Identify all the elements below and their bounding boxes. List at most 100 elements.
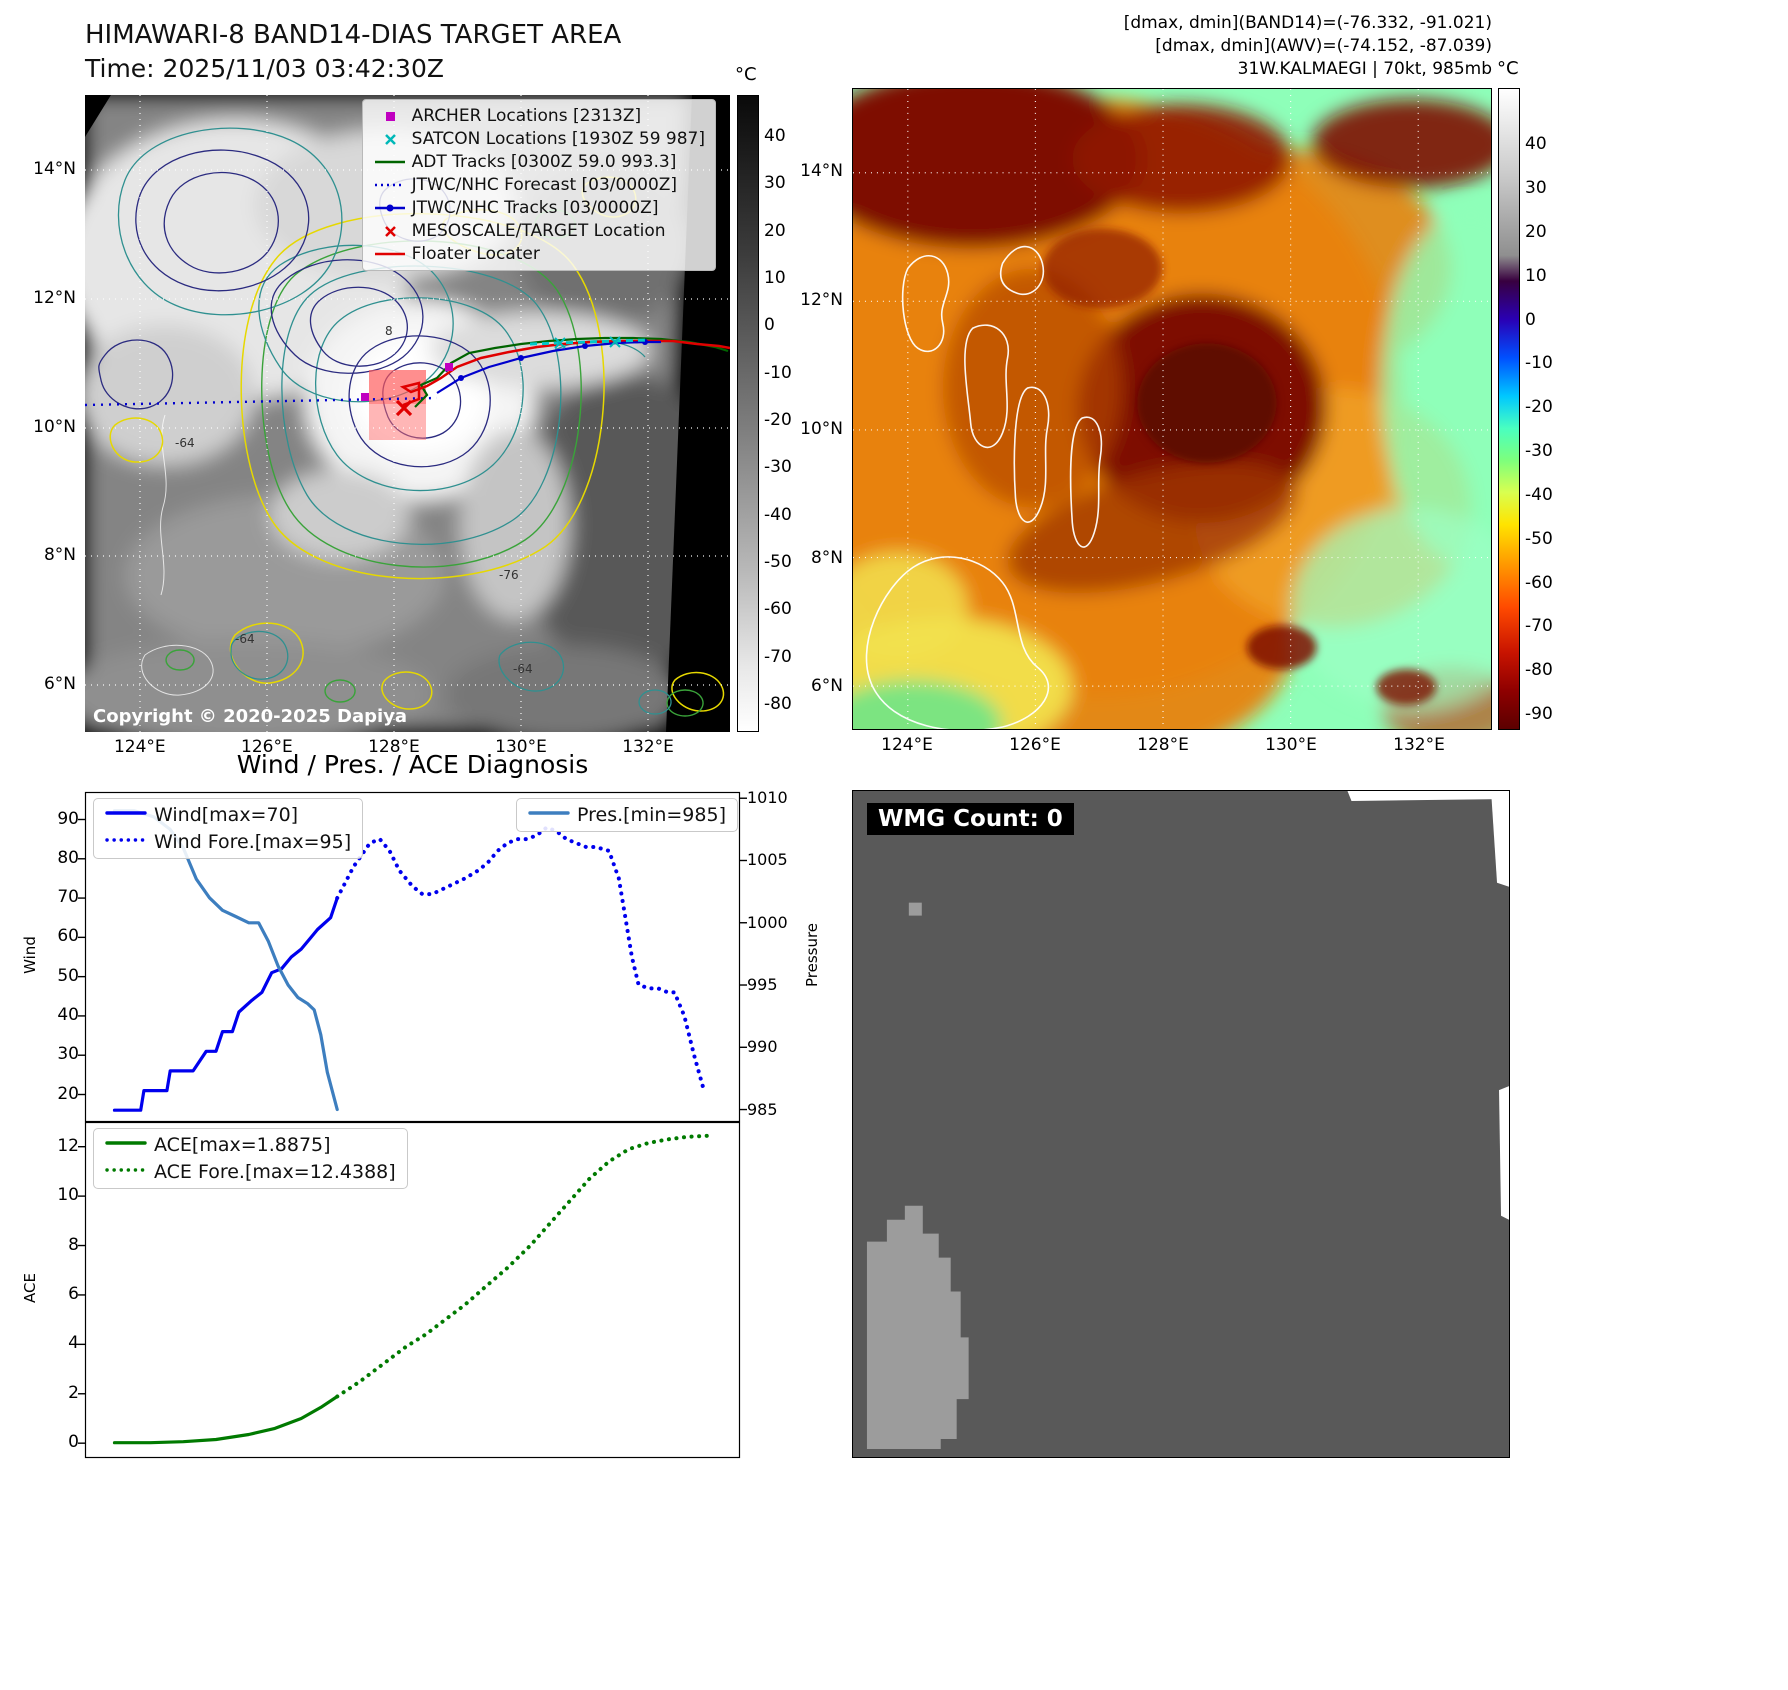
line-icon: [528, 805, 570, 825]
y-tick-label: 1000: [747, 912, 788, 932]
wmg-image: [853, 791, 1509, 1457]
lon-tick-label: 130°E: [495, 737, 547, 757]
legend-label: ACE[max=1.8875]: [154, 1134, 331, 1156]
y-tick-label: 60: [57, 926, 79, 947]
lon-tick-label: 130°E: [1265, 735, 1317, 755]
colorbar-tick-label: -50: [1525, 528, 1553, 549]
archer-marker: [361, 393, 369, 401]
band14-lon-axis: 124°E 126°E 128°E 130°E 132°E: [85, 737, 730, 761]
y-tick-label: 40: [57, 1004, 79, 1025]
chart-ace: [78, 1121, 741, 1459]
contour-label: -76: [499, 568, 519, 582]
dotted-line-icon: [105, 832, 147, 852]
awv-colorbar-unit: °C: [1497, 58, 1519, 79]
y-tick-label: 12: [57, 1135, 79, 1156]
map-legend-label: JTWC/NHC Forecast [03/0000Z]: [411, 175, 678, 195]
y-tick-label: 4: [68, 1333, 79, 1354]
y-tick-label: 90: [57, 808, 79, 829]
colorbar-tick-label: -60: [1525, 572, 1553, 593]
lon-tick-label: 132°E: [622, 737, 674, 757]
map-legend-label: MESOSCALE/TARGET Location: [411, 221, 666, 241]
legend-item: Wind Fore.[max=95]: [105, 831, 351, 853]
legend-item: ACE Fore.[max=12.4388]: [105, 1161, 396, 1183]
chart-legend: Wind[max=70] Wind Fore.[max=95]: [93, 798, 364, 859]
contour-label: -64: [175, 436, 195, 450]
wind-axis-label: Wind: [21, 936, 39, 974]
colorbar-tick-label: -30: [1525, 441, 1553, 462]
y-tick-label: 70: [57, 887, 79, 908]
archer-marker: [445, 363, 453, 371]
jtwc-track-line: [436, 339, 661, 394]
colorbar-tick-label: -10: [764, 362, 792, 383]
map-legend-label: ADT Tracks [0300Z 59.0 993.3]: [411, 152, 677, 172]
lat-tick-label: 10°N: [33, 416, 76, 437]
colorbar-tick-label: 0: [764, 315, 775, 336]
target-area-rectangle: [369, 370, 426, 440]
colorbar-tick-label: -20: [764, 410, 792, 431]
legend-item: Wind[max=70]: [105, 804, 351, 826]
legend-label: Pres.[min=985]: [577, 804, 726, 826]
colorbar-tick-label: 20: [1525, 221, 1547, 242]
awv-colorbar-ticks: 40 30 20 10 0 -10 -20 -30 -40 -50 -60 -70 -80 -90: [1525, 88, 1575, 730]
plot-border: [84, 1121, 741, 1459]
band14-satellite-map: -64 -64 -76 -64 8 ARCHER Locations [2313Z] SA…: [85, 95, 730, 732]
colorbar-tick-label: 30: [1525, 177, 1547, 198]
legend-item: ACE[max=1.8875]: [105, 1134, 396, 1156]
colorbar-tick-label: -40: [1525, 484, 1553, 505]
y-tick-label: 8: [68, 1234, 79, 1255]
colorbar-tick-label: -40: [764, 504, 792, 525]
copyright-text: Copyright © 2020-2025 Dapiya: [93, 706, 408, 727]
colorbar-tick-label: 0: [1525, 309, 1536, 330]
colorbar-tick-label: 10: [764, 268, 786, 289]
lat-tick-label: 6°N: [43, 673, 76, 694]
awv-colorbar: [1498, 88, 1520, 730]
chart-legend: Pres.[min=985]: [516, 798, 738, 832]
dotted-line-icon: [105, 1162, 147, 1182]
awv-header: [dmax, dmin](BAND14)=(-76.332, -91.021) …: [1000, 12, 1492, 81]
line-marker-icon: [373, 154, 407, 170]
series-line: [112, 1394, 339, 1445]
colorbar-tick-label: 10: [1525, 265, 1547, 286]
awv-satellite-map: [852, 88, 1492, 730]
lon-tick-label: 128°E: [1137, 735, 1189, 755]
lat-tick-label: 8°N: [43, 545, 76, 566]
map-legend-label: SATCON Locations [1930Z 59 987]: [411, 129, 705, 149]
colorbar-tick-label: -50: [764, 552, 792, 572]
wmg-blob: [866, 1205, 969, 1450]
square-marker-icon: [373, 108, 407, 124]
wmg-count-label: WMG Count: 0: [867, 803, 1074, 835]
y-tick-label: 20: [57, 1083, 79, 1104]
lon-tick-label: 132°E: [1393, 735, 1445, 755]
band14-colorbar: [737, 95, 759, 732]
legend-label: ACE Fore.[max=12.4388]: [154, 1161, 396, 1183]
y-tick-label: 2: [68, 1382, 79, 1403]
satcon-track-line: [529, 336, 648, 349]
awv-map-image: [853, 89, 1491, 729]
jtwc-forecast-track-line: [85, 396, 438, 407]
plot-border: [84, 791, 741, 1123]
y-tick-label: 6: [68, 1283, 79, 1304]
x-marker-icon: [373, 131, 407, 147]
colorbar-tick-label: 40: [764, 126, 786, 147]
lon-tick-label: 124°E: [113, 737, 166, 757]
y-tick-label: 990: [747, 1037, 778, 1057]
band14-colorbar-ticks: 40 30 20 10 0 -10 -20 -30 -40 -50 -60 -70 -80: [764, 95, 814, 732]
map-legend-item: JTWC/NHC Tracks [03/0000Z]: [373, 198, 705, 218]
y-tick-label: 985: [747, 1099, 778, 1119]
map-legend-item: ARCHER Locations [2313Z]: [373, 106, 705, 126]
y-tick-label: 80: [57, 847, 79, 868]
band14-time-subtitle: Time: 2025/11/03 03:42:30Z: [85, 54, 444, 83]
wmg-panel: WMG Count: 0: [852, 790, 1510, 1458]
lat-tick-label: 14°N: [33, 159, 76, 180]
colorbar-tick-label: 20: [764, 220, 786, 241]
awv-lat-axis: 14°N 12°N 10°N 8°N 6°N: [767, 88, 847, 730]
map-legend-label: ARCHER Locations [2313Z]: [411, 106, 642, 126]
colorbar-tick-label: -70: [1525, 616, 1553, 637]
lat-tick-label: 12°N: [33, 287, 76, 308]
lon-tick-label: 126°E: [241, 737, 293, 757]
map-legend-item: Floater Locater: [373, 244, 705, 264]
contour-label: 8: [385, 324, 393, 338]
lat-tick-label: 12°N: [800, 290, 843, 311]
colorbar-tick-label: -60: [764, 599, 792, 620]
legend-label: Wind[max=70]: [154, 804, 299, 826]
